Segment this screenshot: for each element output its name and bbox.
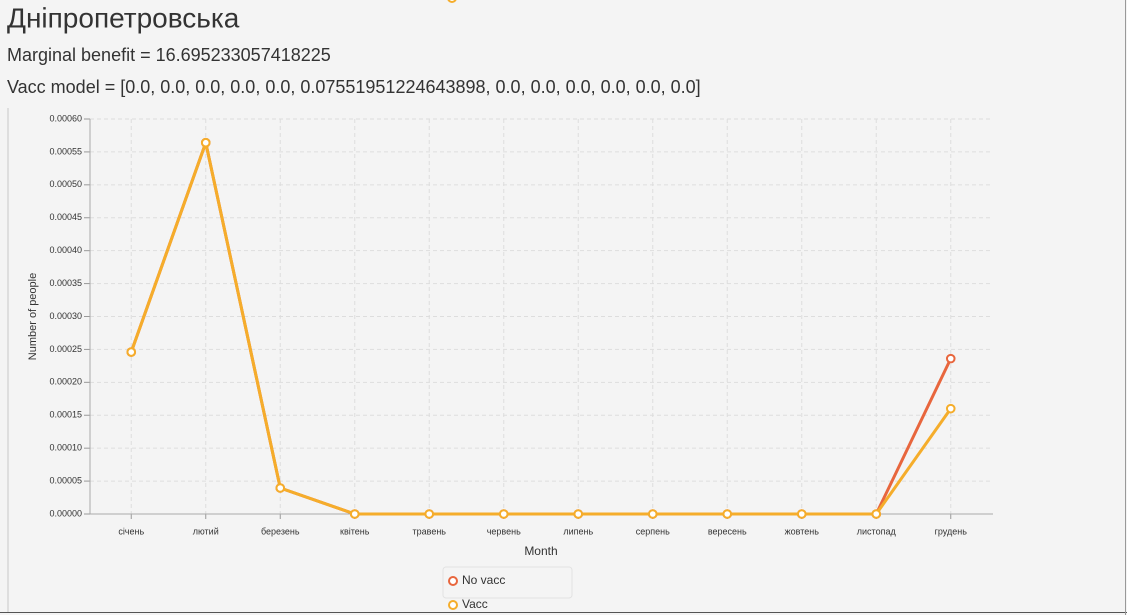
y-tick-label: 0.00020 bbox=[49, 377, 82, 387]
y-tick-label: 0.00035 bbox=[49, 278, 82, 288]
y-axis-title: Number of people bbox=[27, 273, 39, 360]
y-tick-label: 0.00050 bbox=[49, 179, 82, 189]
data-point bbox=[349, 509, 360, 519]
data-point bbox=[200, 137, 211, 148]
y-tick-label: 0.00025 bbox=[49, 344, 82, 354]
y-tick-label: 0.00015 bbox=[49, 410, 82, 420]
data-point bbox=[424, 509, 435, 519]
x-tick-label: травень bbox=[413, 526, 447, 536]
x-axis-title: Month bbox=[524, 544, 557, 558]
y-tick-label: 0.00045 bbox=[49, 212, 82, 222]
y-tick-label: 0.00030 bbox=[49, 311, 82, 321]
x-tick-label: березень bbox=[261, 526, 300, 536]
data-point bbox=[126, 347, 137, 357]
cropped-legend-symbol bbox=[447, 0, 457, 3]
x-tick-label: січень bbox=[118, 526, 144, 536]
y-tick-label: 0.00005 bbox=[49, 475, 82, 485]
x-tick-label: серпень bbox=[636, 526, 670, 536]
data-point bbox=[722, 509, 733, 519]
data-point bbox=[796, 509, 807, 519]
x-tick-label: липень bbox=[563, 526, 593, 536]
y-tick-label: 0.00000 bbox=[49, 508, 82, 518]
data-point bbox=[945, 353, 956, 364]
y-tick-label: 0.00055 bbox=[49, 146, 82, 156]
x-tick-label: квітень bbox=[340, 526, 370, 536]
x-tick-label: червень bbox=[487, 526, 521, 536]
series-line bbox=[129, 141, 952, 516]
data-point bbox=[573, 509, 584, 519]
x-tick-label: лютий bbox=[193, 526, 219, 536]
x-tick-label: жовтень bbox=[785, 526, 820, 536]
y-tick-label: 0.00040 bbox=[49, 245, 82, 255]
region-title: Дніпропетровська bbox=[7, 2, 240, 33]
vacc-model: Vacc model = [0.0, 0.0, 0.0, 0.0, 0.0, 0… bbox=[7, 77, 701, 97]
legend-symbol bbox=[448, 600, 458, 610]
data-point bbox=[871, 509, 882, 519]
cropped-legend-label: Vacc bbox=[462, 0, 488, 3]
data-point bbox=[275, 483, 286, 493]
x-tick-label: листопад bbox=[857, 526, 897, 536]
data-point bbox=[945, 403, 956, 414]
x-tick-label: вересень bbox=[708, 526, 747, 536]
data-point bbox=[498, 509, 509, 519]
x-tick-label: грудень bbox=[935, 526, 968, 536]
y-tick-label: 0.00060 bbox=[49, 113, 82, 123]
legend-label: No vacc bbox=[462, 573, 505, 587]
marginal-benefit: Marginal benefit = 16.695233057418225 bbox=[7, 45, 331, 65]
y-tick-label: 0.00010 bbox=[49, 443, 82, 453]
legend-box bbox=[442, 566, 573, 599]
legend-symbol bbox=[448, 576, 458, 586]
data-point bbox=[647, 509, 658, 519]
legend-label: Vacc bbox=[462, 597, 488, 611]
